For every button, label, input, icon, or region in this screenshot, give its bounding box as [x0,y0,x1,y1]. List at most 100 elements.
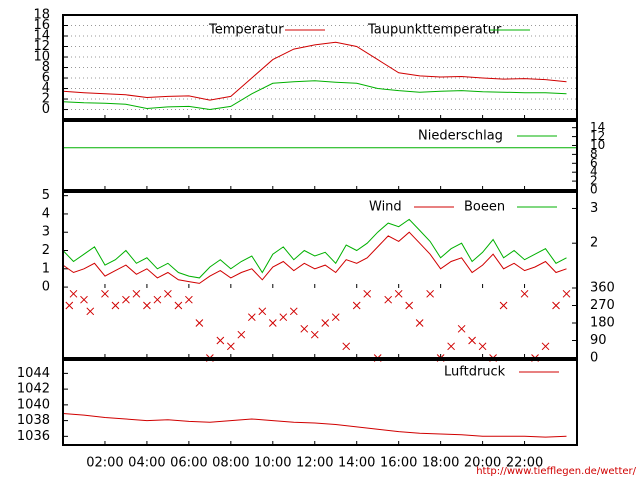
panel-frame [62,120,578,191]
scatter-point [384,295,393,304]
scatter-point [457,324,466,333]
scatter-point [174,301,183,310]
scatter-point [478,342,487,351]
scatter-point [499,301,508,310]
scatter-point [426,289,434,298]
scatter-point [310,330,319,339]
scatter-point [69,289,78,298]
scatter-point [352,301,361,310]
y-tick-label: 270 [590,298,615,313]
scatter-point [289,307,298,316]
y-tick-label: 4 [42,81,50,96]
x-tick-label: 14:00 [338,456,375,471]
y-tick-label: 1040 [17,397,50,412]
scatter-point [111,301,120,310]
y-tick-label: 16 [33,18,50,33]
y-tick-label: 360 [590,281,615,296]
scatter-point [164,289,172,298]
y2-tick-label: 0 [590,183,598,197]
x-tick-label: 08:00 [212,456,249,471]
y2-tick-label: 12 [590,129,605,143]
y2-tick-label: 6 [590,156,598,170]
legend-label: Niederschlag [418,129,503,144]
y-tick-label: 14 [33,29,50,44]
y-tick-label: 0 [42,102,50,117]
scatter-point [342,342,351,351]
x-tick-label: 20:00 [464,456,501,471]
panel-frame [62,14,578,120]
x-tick-label: 18:00 [422,456,459,471]
y-tick-label: 18 [33,8,50,23]
scatter-point [447,342,455,351]
scatter-point [185,295,193,304]
y-tick-label: 180 [590,316,615,331]
scatter-point [86,307,95,316]
y-tick-label: 2 [42,92,50,107]
y-tick-label: 1036 [17,429,50,444]
series-line [62,413,567,438]
y2-tick-label: 3 [590,201,598,216]
y2-tick-label: 4 [590,165,598,179]
series-line [62,41,567,101]
scatter-point [468,336,476,345]
scatter-point [331,313,340,322]
y-tick-label: 8 [42,60,50,75]
series-line [62,231,567,284]
legend-label: Wind [369,200,402,215]
scatter-point [268,319,277,327]
scatter-point [415,319,424,327]
legend-label: Boeen [464,200,505,215]
x-tick-label: 16:00 [380,456,417,471]
x-tick-label: 06:00 [170,456,207,471]
panel-frame [62,191,578,359]
x-tick-label: 04:00 [128,456,165,471]
scatter-point [216,336,225,345]
scatter-point [195,319,204,327]
legend-label: Taupunkttemperatur [367,23,502,38]
scatter-point [394,289,403,298]
scatter-point [300,324,309,333]
scatter-point [237,330,246,339]
series-line [62,218,567,279]
scatter-point [541,342,550,351]
legend-label: Temperatur [208,23,284,38]
y-tick-label: 1038 [17,413,50,428]
scatter-point [143,301,151,310]
y-tick-label: 1 [42,261,50,276]
y-tick-label: 0 [590,351,598,366]
y-tick-label: 4 [42,206,50,221]
y2-tick-label: 2 [590,236,598,251]
scatter-point [405,301,414,310]
scatter-point [132,289,141,298]
scatter-point [153,295,162,304]
y-tick-label: 5 [42,188,50,203]
scatter-point [552,301,560,310]
y-tick-label: 10 [33,50,50,65]
x-tick-label: 22:00 [506,456,543,471]
scatter-point [520,289,529,298]
y-tick-label: 1044 [17,366,50,381]
x-tick-label: 02:00 [86,456,123,471]
y-tick-label: 12 [33,39,50,54]
y-tick-label: 6 [42,71,50,86]
scatter-point [65,301,74,310]
y2-tick-label: 10 [590,138,605,152]
scatter-point [279,313,288,322]
y-tick-label: 3 [42,225,50,240]
scatter-point [258,307,267,316]
series-line [62,80,567,111]
y-tick-label: 2 [42,243,50,258]
panel-frame [62,359,578,446]
legend-label: Luftdruck [444,365,506,380]
scatter-point [80,295,88,304]
y2-tick-label: 8 [590,147,598,161]
scatter-point [101,289,109,298]
scatter-point [226,342,235,351]
y2-tick-label: 2 [590,174,598,188]
y-tick-label: 1042 [17,382,50,397]
scatter-point [321,319,330,327]
x-tick-label: 10:00 [254,456,291,471]
scatter-point [363,289,372,298]
y2-tick-label: 14 [590,120,605,134]
